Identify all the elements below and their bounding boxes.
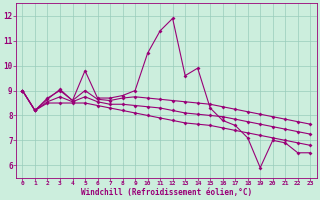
X-axis label: Windchill (Refroidissement éolien,°C): Windchill (Refroidissement éolien,°C) — [81, 188, 252, 197]
